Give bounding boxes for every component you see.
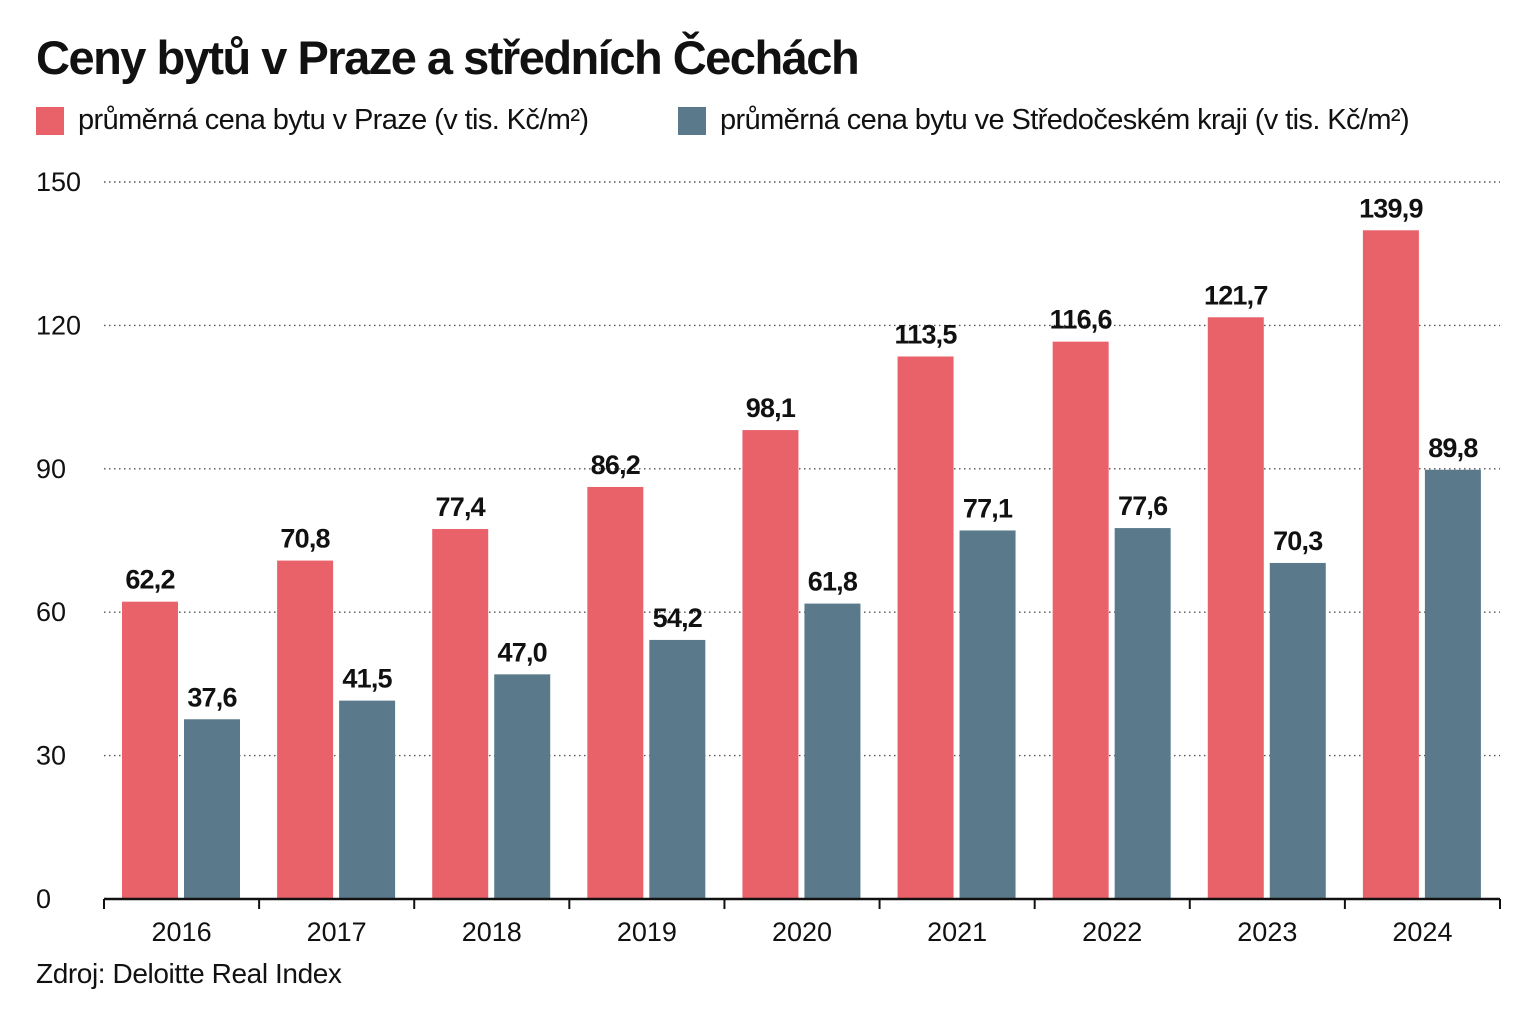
- bar: [742, 430, 799, 899]
- y-tick-label: 90: [36, 454, 66, 484]
- data-label: 77,4: [436, 492, 486, 522]
- x-tick-label: 2018: [462, 917, 522, 947]
- data-label: 77,6: [1118, 491, 1168, 521]
- legend-swatch-stredocesky: [678, 106, 706, 135]
- legend-label-praha: průměrná cena bytu v Praze (v tis. Kč/m²…: [78, 104, 589, 136]
- bar: [1424, 469, 1481, 899]
- x-tick-label: 2017: [307, 917, 367, 947]
- chart-title: Ceny bytů v Praze a středních Čechách: [36, 31, 860, 84]
- x-tick-label: 2020: [772, 917, 832, 947]
- bar: [959, 530, 1016, 899]
- y-tick-label: 150: [36, 167, 81, 197]
- bar: [277, 560, 334, 899]
- bar: [587, 486, 644, 899]
- data-label: 61,8: [808, 567, 858, 597]
- bar: [1114, 528, 1171, 899]
- bar: [1052, 341, 1109, 900]
- bar: [804, 603, 861, 899]
- data-label: 121,7: [1204, 280, 1268, 310]
- data-label: 70,8: [280, 524, 330, 554]
- data-label: 37,6: [187, 682, 237, 712]
- data-label: 77,1: [963, 493, 1013, 523]
- legend-item-praha: průměrná cena bytu v Praze (v tis. Kč/m²…: [36, 104, 589, 137]
- data-label: 54,2: [653, 603, 702, 633]
- y-tick-label: 60: [36, 597, 66, 627]
- bar: [1362, 230, 1419, 899]
- data-label: 139,9: [1359, 193, 1423, 223]
- y-tick-label: 30: [36, 741, 66, 771]
- data-label: 113,5: [895, 319, 958, 349]
- data-label: 47,0: [498, 637, 547, 667]
- data-label: 89,8: [1428, 433, 1478, 463]
- data-label: 98,1: [746, 393, 796, 423]
- x-tick-label: 2024: [1392, 917, 1452, 947]
- bar: [897, 356, 954, 900]
- x-tick-label: 2022: [1082, 917, 1142, 947]
- bar: [494, 674, 551, 899]
- x-tick-label: 2016: [152, 917, 212, 947]
- x-tick-label: 2023: [1237, 917, 1297, 947]
- bar: [1269, 562, 1326, 899]
- bar: [1207, 317, 1264, 899]
- bar: [122, 601, 178, 899]
- y-tick-label: 120: [36, 310, 81, 340]
- bar: [432, 529, 489, 899]
- data-label: 116,6: [1050, 305, 1113, 335]
- x-tick-label: 2021: [927, 917, 987, 947]
- data-label: 70,3: [1273, 526, 1323, 556]
- bar: [339, 700, 396, 899]
- data-label: 86,2: [591, 450, 640, 480]
- legend-swatch-praha: [36, 106, 64, 135]
- bar: [184, 719, 240, 899]
- legend-item-stredocesky: průměrná cena bytu ve Středočeském kraji…: [678, 104, 1410, 137]
- y-tick-label: 0: [36, 884, 51, 914]
- data-label: 62,2: [125, 565, 174, 595]
- source-note: Zdroj: Deloitte Real Index: [36, 958, 342, 989]
- x-tick-label: 2019: [617, 917, 677, 947]
- data-label: 41,5: [342, 664, 392, 694]
- bar: [649, 639, 706, 899]
- legend-label-stredocesky: průměrná cena bytu ve Středočeském kraji…: [720, 104, 1410, 136]
